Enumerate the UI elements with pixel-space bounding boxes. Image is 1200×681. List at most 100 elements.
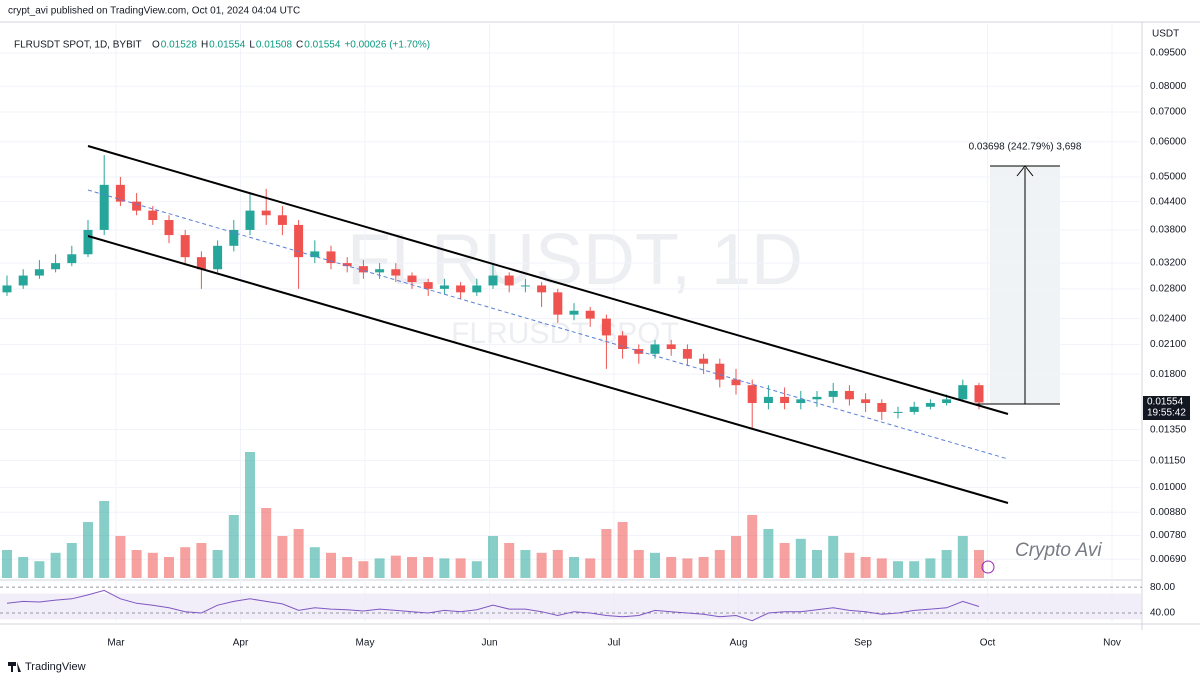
volume-bar bbox=[488, 536, 498, 578]
volume-bar bbox=[909, 561, 920, 578]
volume-bar bbox=[293, 529, 304, 578]
candle-body bbox=[99, 184, 109, 230]
tv-logo bbox=[8, 662, 21, 672]
volume-bar bbox=[812, 550, 822, 578]
volume-bar bbox=[633, 550, 644, 578]
candle-body bbox=[601, 318, 611, 336]
y-tick-label: 0.00880 bbox=[1150, 507, 1187, 518]
volume-bar bbox=[536, 552, 547, 578]
volume-bar bbox=[698, 557, 709, 578]
volume-bar bbox=[374, 558, 385, 578]
candle-body bbox=[407, 275, 417, 283]
volume-bar bbox=[164, 557, 174, 578]
x-tick-label: Jul bbox=[608, 638, 621, 649]
ohlc-label: O bbox=[152, 40, 160, 51]
candle-body bbox=[520, 285, 530, 287]
volume-bar bbox=[309, 547, 320, 578]
candle-body bbox=[731, 379, 741, 386]
rsi-band bbox=[0, 593, 1142, 620]
volume-bar bbox=[99, 501, 110, 578]
volume-bar bbox=[261, 508, 272, 578]
y-tick-label: 0.01350 bbox=[1150, 424, 1187, 435]
candle-body bbox=[925, 403, 935, 407]
candle-body bbox=[828, 390, 838, 397]
change: +0.00026 (+1.70%) bbox=[344, 40, 430, 51]
volume-bar bbox=[196, 543, 207, 578]
volume-bar bbox=[180, 547, 191, 578]
volume-bar bbox=[390, 555, 401, 578]
volume-bar bbox=[795, 538, 806, 578]
volume-bar bbox=[520, 550, 531, 578]
volume-bar bbox=[342, 557, 353, 578]
ohlc-value: 0.01554 bbox=[209, 40, 246, 51]
candle-body bbox=[132, 201, 142, 211]
candle-body bbox=[909, 406, 919, 412]
volume-bar bbox=[763, 529, 774, 578]
y-tick-label: 0.03200 bbox=[1150, 258, 1187, 269]
y-tick-label: 0.06000 bbox=[1150, 136, 1187, 147]
volume-bar bbox=[844, 552, 855, 578]
publisher: crypt_avi published on TradingView.com, … bbox=[8, 6, 300, 17]
y-tick-label: 0.00690 bbox=[1150, 554, 1187, 565]
ohlc-label: C bbox=[296, 40, 303, 51]
candle-body bbox=[893, 411, 903, 413]
x-tick-label: Mar bbox=[107, 638, 125, 649]
candle-body bbox=[261, 210, 271, 216]
volume-bar bbox=[423, 557, 434, 578]
ohlc-value: 0.01508 bbox=[256, 40, 293, 51]
volume-bar bbox=[617, 522, 628, 578]
candle-body bbox=[310, 251, 320, 258]
volume-bar bbox=[439, 558, 450, 578]
candle-body bbox=[537, 285, 547, 293]
candle-body bbox=[618, 335, 628, 350]
volume-bar bbox=[779, 543, 790, 578]
volume-bar bbox=[504, 543, 515, 578]
ohlc-label: H bbox=[201, 40, 208, 51]
candle-body bbox=[34, 269, 44, 276]
candle-body bbox=[180, 235, 190, 258]
x-tick-label: Apr bbox=[233, 638, 249, 649]
channel-mid bbox=[87, 189, 1009, 460]
candle-body bbox=[326, 251, 336, 264]
last-price: 0.01554 bbox=[1147, 397, 1184, 408]
price-axis-bg bbox=[1142, 22, 1200, 622]
rsi-tick-label: 40.00 bbox=[1150, 608, 1175, 619]
volume-bar bbox=[18, 557, 29, 578]
arrow-head bbox=[1016, 165, 1034, 177]
volume-bar bbox=[714, 550, 725, 578]
candle-body bbox=[504, 275, 514, 286]
candle-body bbox=[715, 363, 725, 380]
volume-bar bbox=[147, 552, 158, 578]
y-tick-label: 0.04400 bbox=[1150, 196, 1187, 207]
channel-lower bbox=[87, 235, 1009, 504]
x-tick-label: Aug bbox=[730, 638, 748, 649]
volume-bar bbox=[747, 515, 758, 578]
volume-bar bbox=[893, 561, 903, 578]
y-tick-label: 0.05000 bbox=[1150, 172, 1187, 183]
volume-bar bbox=[666, 557, 677, 578]
candle-body bbox=[763, 396, 773, 404]
countdown: 19:55:42 bbox=[1147, 408, 1186, 419]
volume-bar bbox=[552, 550, 563, 578]
volume-bar bbox=[228, 515, 239, 578]
volume-bar bbox=[601, 529, 612, 578]
candle-body bbox=[115, 184, 125, 202]
candle-body bbox=[51, 263, 61, 270]
symbol: FLRUSDT SPOT, 1D, BYBIT bbox=[14, 40, 142, 51]
candle-body bbox=[942, 399, 952, 404]
candle-body bbox=[974, 385, 984, 403]
y-tick-label: 0.01800 bbox=[1150, 369, 1187, 380]
y-tick-label: 0.02100 bbox=[1150, 339, 1187, 350]
candle-body bbox=[569, 310, 579, 315]
candle-body bbox=[456, 285, 466, 293]
candle-body bbox=[682, 349, 692, 359]
y-tick-label: 0.02800 bbox=[1150, 284, 1187, 295]
volume-bar bbox=[471, 561, 482, 578]
candle-body bbox=[634, 349, 644, 354]
candle-body bbox=[2, 285, 12, 293]
candle-body bbox=[666, 344, 676, 350]
alert-icon bbox=[981, 560, 995, 574]
volume-bar bbox=[2, 550, 12, 578]
candle-body bbox=[18, 275, 28, 286]
